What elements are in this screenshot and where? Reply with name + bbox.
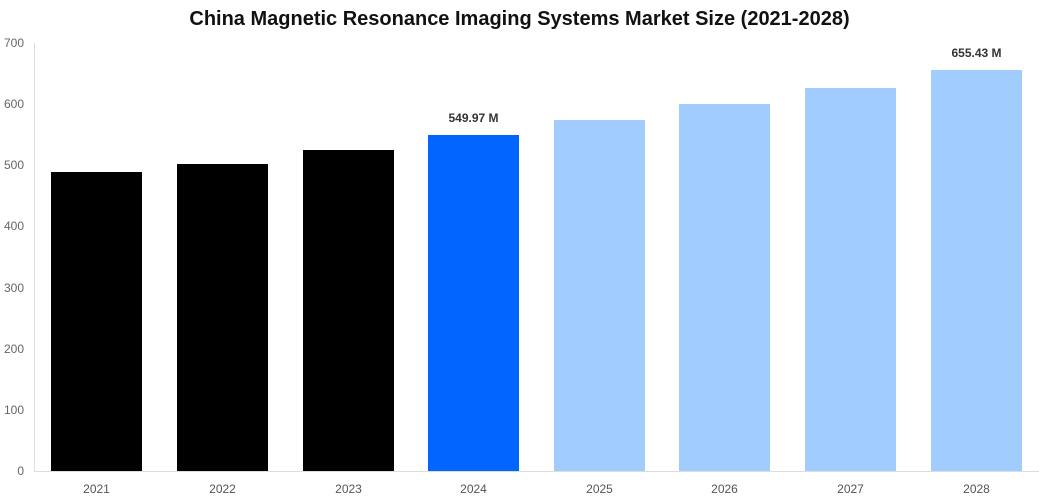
x-tick-label: 2024 <box>460 482 487 496</box>
y-tick-label: 500 <box>3 158 24 172</box>
data-label-2028: 655.43 M <box>951 46 1002 60</box>
y-tick-label: 600 <box>3 97 24 111</box>
plot-area <box>34 43 1039 471</box>
y-tick-label: 300 <box>3 281 24 295</box>
x-tick-label: 2025 <box>586 482 613 496</box>
x-tick-label: 2023 <box>335 482 362 496</box>
y-tick-label: 100 <box>3 403 24 417</box>
bar-2028 <box>931 70 1022 471</box>
x-tick-label: 2028 <box>963 482 990 496</box>
bar-2022 <box>177 164 268 471</box>
y-tick-label: 200 <box>3 342 24 356</box>
bar-2021 <box>51 172 142 471</box>
bar-2025 <box>554 120 645 471</box>
x-tick-label: 2022 <box>209 482 236 496</box>
y-axis-line <box>34 43 35 471</box>
bar-2023 <box>303 150 394 471</box>
y-tick-label: 400 <box>3 219 24 233</box>
x-tick-label: 2026 <box>711 482 738 496</box>
chart-title: China Magnetic Resonance Imaging Systems… <box>189 8 850 30</box>
bar-2024 <box>428 135 519 471</box>
data-label-2024: 549.97 M <box>448 111 499 125</box>
bar-2026 <box>679 104 770 471</box>
x-axis-line <box>34 471 1039 472</box>
x-tick-label: 2021 <box>83 482 110 496</box>
y-tick-label: 0 <box>17 464 24 478</box>
y-tick-label: 700 <box>3 36 24 50</box>
x-tick-label: 2027 <box>837 482 864 496</box>
bar-2027 <box>805 88 896 471</box>
